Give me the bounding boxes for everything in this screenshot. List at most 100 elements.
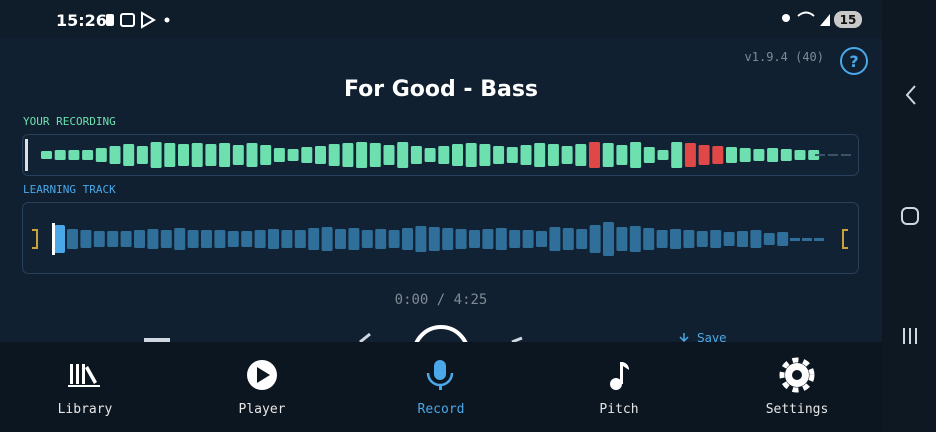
learning-bar xyxy=(603,222,614,256)
learning-bar xyxy=(428,227,440,251)
transport-controls[interactable] xyxy=(144,325,689,381)
recording-bar xyxy=(41,151,52,159)
recording-bar xyxy=(397,142,409,168)
learning-bar xyxy=(134,230,145,248)
version: v1.9.4 (40) xyxy=(745,50,824,64)
recording-bar xyxy=(534,143,546,167)
loop-end-bracket[interactable] xyxy=(842,229,848,249)
learning-bar xyxy=(402,228,413,250)
status-icons xyxy=(106,11,830,29)
pitch-icon[interactable] xyxy=(610,362,629,390)
recording-bar xyxy=(95,148,107,162)
recording-bar-empty xyxy=(828,154,838,156)
learning-progress xyxy=(54,225,65,253)
learning-bar xyxy=(415,226,427,252)
learning-bar xyxy=(723,232,735,246)
help-button[interactable] xyxy=(840,47,868,75)
recording-bar xyxy=(410,146,422,164)
learning-label: LEARNING TRACK xyxy=(23,183,116,196)
recording-bar xyxy=(794,150,806,160)
learning-bar xyxy=(93,231,105,247)
recording-bar xyxy=(438,146,450,164)
settings-icon[interactable] xyxy=(779,357,815,393)
recording-bar xyxy=(493,146,505,164)
learning-bar xyxy=(187,230,199,248)
system-buttons[interactable] xyxy=(901,85,919,344)
recording-bar xyxy=(698,145,710,165)
battery-level: 15 xyxy=(840,13,857,27)
recording-bar xyxy=(150,142,162,168)
nav-label[interactable]: Player xyxy=(239,402,286,417)
recording-bar xyxy=(82,150,94,160)
recording-bar xyxy=(753,149,765,161)
nav-label[interactable]: Settings xyxy=(766,402,829,417)
recording-bar xyxy=(452,144,463,166)
learning-bar xyxy=(254,230,266,248)
learning-bar xyxy=(536,231,547,247)
nav-label[interactable]: Record xyxy=(418,402,465,417)
learning-bar xyxy=(174,228,186,250)
learning-bar xyxy=(281,230,293,248)
nav-label[interactable]: Library xyxy=(58,402,113,417)
recording-bar-empty xyxy=(815,154,825,156)
loop-start-bracket[interactable] xyxy=(32,229,38,249)
recording-cursor xyxy=(25,139,28,171)
learning-bar xyxy=(375,229,387,249)
learning-bar xyxy=(308,228,320,250)
nav-label[interactable]: Pitch xyxy=(599,402,638,417)
recording-bar xyxy=(671,142,683,168)
learning-bar xyxy=(643,228,655,250)
learning-bar xyxy=(509,230,521,248)
recording-bar xyxy=(328,144,340,166)
help-label[interactable]: ? xyxy=(849,52,858,71)
recording-bar xyxy=(164,143,176,167)
learning-bar-empty xyxy=(802,238,812,241)
player-icon[interactable] xyxy=(247,360,277,390)
recording-bar xyxy=(54,150,66,160)
recording-bar xyxy=(68,150,80,160)
learning-bar xyxy=(763,233,775,245)
recording-bar xyxy=(589,142,600,168)
recording-waveform xyxy=(41,142,851,168)
recording-bar xyxy=(136,146,148,164)
learning-bar xyxy=(214,230,226,248)
learning-bar xyxy=(348,228,360,250)
recording-label: YOUR RECORDING xyxy=(23,115,116,128)
recording-bar xyxy=(657,150,669,160)
recording-bar xyxy=(109,146,121,164)
save-button[interactable]: Save xyxy=(697,331,726,345)
learning-bar xyxy=(589,225,601,253)
recording-bar xyxy=(630,142,642,168)
recording-bar xyxy=(808,150,820,160)
nav-icons xyxy=(68,357,815,393)
learning-bar xyxy=(455,229,467,249)
library-icon[interactable] xyxy=(68,364,100,387)
learning-bar xyxy=(710,230,722,248)
learning-bar xyxy=(361,230,373,248)
recording-bar xyxy=(369,143,381,167)
learning-bar xyxy=(67,229,78,249)
learning-bar xyxy=(696,231,708,247)
learning-bar xyxy=(321,227,333,251)
song-title: For Good - Bass xyxy=(344,77,538,102)
recording-bar xyxy=(246,143,258,167)
recording-bar xyxy=(219,143,231,167)
recording-bar xyxy=(616,145,628,165)
recording-bar xyxy=(178,144,189,166)
learning-bar xyxy=(107,231,119,247)
learning-bar xyxy=(562,228,574,250)
learning-waveform xyxy=(67,222,824,256)
recording-bar xyxy=(315,146,326,164)
recording-bar xyxy=(547,144,559,166)
recording-bar xyxy=(301,147,313,163)
learning-bar xyxy=(469,230,480,248)
record-icon[interactable] xyxy=(426,360,454,390)
recording-bar xyxy=(684,143,696,167)
recording-bar xyxy=(506,147,518,163)
learning-bar xyxy=(616,227,628,251)
recording-bar xyxy=(479,144,491,166)
learning-bar xyxy=(522,230,534,248)
learning-bar xyxy=(442,228,454,250)
